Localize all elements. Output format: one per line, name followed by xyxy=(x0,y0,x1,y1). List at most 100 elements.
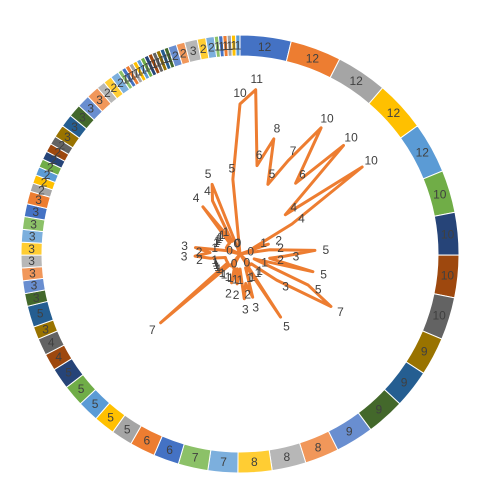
ring-segment-label: 1 xyxy=(151,57,158,71)
radar-point-label: 5 xyxy=(315,283,322,297)
ring-segment-label: 3 xyxy=(29,230,36,244)
ring-segment-label: 9 xyxy=(346,425,353,439)
radar-point-label: 4 xyxy=(193,191,200,205)
ring-segment-label: 2 xyxy=(54,146,61,160)
ring-segment-label: 2 xyxy=(59,139,66,153)
ring-segment-label: 1 xyxy=(226,39,233,53)
ring-segment-label: 1 xyxy=(230,39,237,53)
ring-segment-label: 2 xyxy=(200,42,207,56)
ring-segment-label: 5 xyxy=(65,366,72,380)
radar-point-label: 0 xyxy=(247,244,254,258)
radar-point-label: 1 xyxy=(214,234,221,248)
radar-point-label: 3 xyxy=(293,250,300,264)
ring-segment-label: 2 xyxy=(117,76,124,90)
ring-segment-label: 4 xyxy=(55,350,62,364)
ring-segment-label: 5 xyxy=(37,307,44,321)
ring-segment-label: 10 xyxy=(433,187,447,201)
radar-point-label: 1 xyxy=(223,225,230,239)
radar-point-label: 5 xyxy=(205,167,212,181)
ring-segment-label: 4 xyxy=(48,335,55,349)
radar-point-label: 4 xyxy=(204,184,211,198)
radar-point-label: 8 xyxy=(274,121,281,135)
radar-point-label: 5 xyxy=(228,161,235,175)
ring-segment-label: 6 xyxy=(144,434,151,448)
doughnut-ring-labels: 1212121212101010109999888776655555443533… xyxy=(28,39,454,469)
radar-point-label: 6 xyxy=(256,148,263,162)
radar-point-label: 5 xyxy=(283,319,290,333)
ring-segment-label: 2 xyxy=(41,176,48,190)
ring-segment-label: 12 xyxy=(416,146,430,160)
radar-point-label: 3 xyxy=(282,279,289,293)
radar-point-label: 10 xyxy=(233,86,247,100)
radar-point-label: 1 xyxy=(213,236,220,250)
radar-point-label: 2 xyxy=(233,288,240,302)
radar-point-label: 7 xyxy=(337,305,344,319)
radar-point-label: 2 xyxy=(196,245,203,259)
ring-segment-label: 1 xyxy=(222,39,229,53)
radar-point-label: 1 xyxy=(249,270,256,284)
radar-point-label: 3 xyxy=(242,303,249,317)
ring-segment-label: 1 xyxy=(126,70,133,84)
radar-point-label: 1 xyxy=(219,228,226,242)
radar-point-label: 1 xyxy=(211,241,218,255)
radar-line xyxy=(159,88,364,325)
radar-point-label: 7 xyxy=(149,323,156,337)
ring-segment-label: 3 xyxy=(29,266,36,280)
ring-segment-label: 1 xyxy=(144,60,151,74)
ring-segment-label: 2 xyxy=(47,160,54,174)
radar-point-label: 3 xyxy=(181,250,188,264)
ring-segment-label: 6 xyxy=(166,443,173,457)
radar-point-label: 1 xyxy=(215,262,222,276)
ring-segment-label: 1 xyxy=(129,68,136,82)
radar-point-label: 10 xyxy=(364,154,378,168)
ring-segment-label: 3 xyxy=(28,242,35,256)
ring-segment-label: 1 xyxy=(147,59,154,73)
radar-point-label: 1 xyxy=(221,267,228,281)
radar-point-label: 1 xyxy=(261,256,268,270)
radar-point-label: 5 xyxy=(323,243,330,257)
radar-point-label: 2 xyxy=(225,286,232,300)
radar-point-label: 1 xyxy=(237,273,244,287)
radar-point-label: 10 xyxy=(320,112,334,126)
ring-segment-label: 2 xyxy=(104,86,111,100)
ring-segment-label: 2 xyxy=(172,49,179,63)
radar-point-label: 5 xyxy=(269,167,276,181)
ring-segment-label: 2 xyxy=(38,183,45,197)
ring-segment-label: 1 xyxy=(159,54,166,68)
ring-segment-label: 3 xyxy=(30,217,37,231)
ring-segment-label: 12 xyxy=(387,106,401,120)
radar-point-label: 0 xyxy=(243,256,250,270)
radar-point-label: 1 xyxy=(225,270,232,284)
radar-point-label: 1 xyxy=(256,264,263,278)
radar-point-label: 2 xyxy=(244,287,251,301)
radar-point-label: 1 xyxy=(213,258,220,272)
radar-point-label: 1 xyxy=(211,253,218,267)
ring-segment-label: 3 xyxy=(31,279,38,293)
radar-point-label: 1 xyxy=(212,256,219,270)
ring-segment-label: 9 xyxy=(421,345,428,359)
radar-point-label: 4 xyxy=(290,201,297,215)
ring-segment-label: 2 xyxy=(44,168,51,182)
radar-point-label: 1 xyxy=(214,260,221,274)
ring-segment-label: 3 xyxy=(87,101,94,115)
ring-segment-label: 10 xyxy=(441,228,455,242)
ring-segment-label: 1 xyxy=(133,66,140,80)
radar-point-label: 1 xyxy=(217,230,224,244)
ring-segment-label: 8 xyxy=(283,450,290,464)
ring-segment-label: 3 xyxy=(35,193,42,207)
ring-segment-label: 1 xyxy=(218,39,225,53)
radar-point-label: 1 xyxy=(219,266,226,280)
ring-segment-label: 1 xyxy=(235,39,242,53)
ring-segment-label: 3 xyxy=(71,120,78,134)
doughnut-ring xyxy=(20,34,460,474)
ring-segment-label: 12 xyxy=(258,40,272,54)
ring-segment-label: 9 xyxy=(376,403,383,417)
ring-segment-label: 3 xyxy=(33,291,40,305)
ring-segment-label: 3 xyxy=(64,130,71,144)
ring-segment-label: 3 xyxy=(32,205,39,219)
ring-segment-label: 9 xyxy=(401,376,408,390)
radar-point-label: 3 xyxy=(252,301,259,315)
